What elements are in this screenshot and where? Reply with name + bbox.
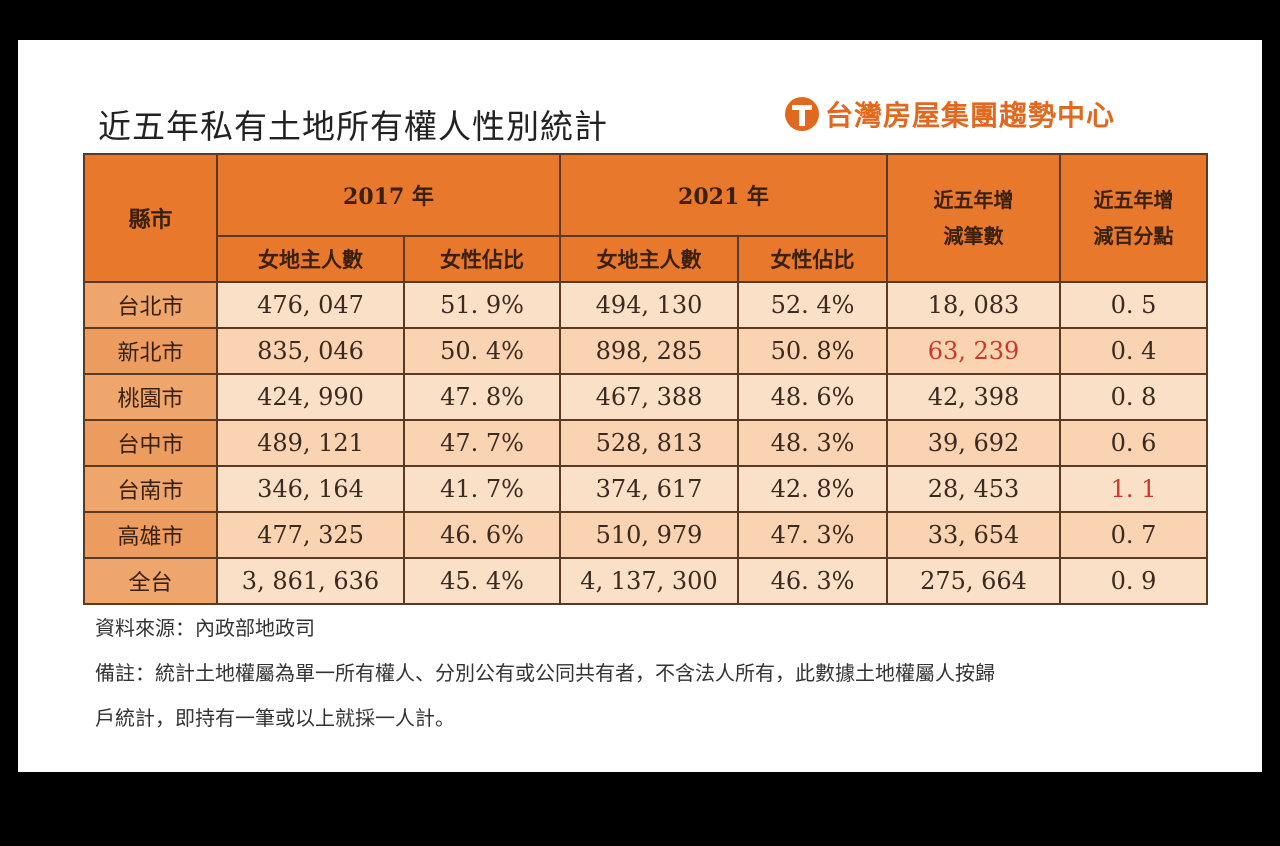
brand-logo-icon xyxy=(785,97,819,131)
subheader-ratio-2017: 女性佔比 xyxy=(403,235,561,283)
cell-count-2017: 835, 046 xyxy=(216,327,405,375)
header-change-count-line1: 近五年增 xyxy=(933,188,1014,212)
cell-ratio-2017: 45. 4% xyxy=(403,557,561,605)
subheader-ratio-2021: 女性佔比 xyxy=(737,235,888,283)
cell-change-count: 63, 239 xyxy=(886,327,1061,375)
cell-ratio-2021: 50. 8% xyxy=(737,327,888,375)
source-note: 資料來源：內政部地政司 xyxy=(95,616,315,640)
page-title: 近五年私有土地所有權人性別統計 xyxy=(98,107,608,146)
cell-ratio-2017: 41. 7% xyxy=(403,465,561,513)
header-year-2017: 2017 年 xyxy=(216,153,561,237)
cell-change-count: 33, 654 xyxy=(886,511,1061,559)
brand-logo-text: 台灣房屋集團趨勢中心 xyxy=(825,99,1116,132)
table-row: 高雄市 477, 325 46. 6% 510, 979 47. 3% 33, … xyxy=(83,511,1208,559)
row-city: 台北市 xyxy=(83,281,218,329)
cell-count-2021: 4, 137, 300 xyxy=(559,557,739,605)
cell-ratio-2021: 48. 3% xyxy=(737,419,888,467)
cell-change-pct: 1. 1 xyxy=(1059,465,1208,513)
cell-change-count: 275, 664 xyxy=(886,557,1061,605)
brand-logo: 台灣房屋集團趨勢中心 xyxy=(785,94,1115,134)
cell-count-2021: 374, 617 xyxy=(559,465,739,513)
cell-count-2017: 477, 325 xyxy=(216,511,405,559)
row-city: 桃園市 xyxy=(83,373,218,421)
cell-ratio-2017: 50. 4% xyxy=(403,327,561,375)
cell-ratio-2021: 47. 3% xyxy=(737,511,888,559)
cell-count-2017: 476, 047 xyxy=(216,281,405,329)
cell-count-2021: 510, 979 xyxy=(559,511,739,559)
cell-ratio-2017: 47. 7% xyxy=(403,419,561,467)
cell-count-2021: 898, 285 xyxy=(559,327,739,375)
cell-change-pct: 0. 4 xyxy=(1059,327,1208,375)
cell-change-pct: 0. 8 xyxy=(1059,373,1208,421)
header-change-count-line2: 減筆數 xyxy=(943,224,1004,248)
cell-count-2021: 494, 130 xyxy=(559,281,739,329)
cell-ratio-2017: 47. 8% xyxy=(403,373,561,421)
cell-ratio-2021: 48. 6% xyxy=(737,373,888,421)
cell-change-pct: 0. 9 xyxy=(1059,557,1208,605)
cell-change-pct: 0. 7 xyxy=(1059,511,1208,559)
cell-change-pct: 0. 5 xyxy=(1059,281,1208,329)
cell-count-2017: 346, 164 xyxy=(216,465,405,513)
remark-line-1: 備註：統計土地權屬為單一所有權人、分別公有或公同共有者，不含法人所有，此數據土地… xyxy=(95,661,995,685)
header-year-2021: 2021 年 xyxy=(559,153,888,237)
header-change-count: 近五年增 減筆數 xyxy=(886,153,1061,283)
table-row: 新北市 835, 046 50. 4% 898, 285 50. 8% 63, … xyxy=(83,327,1208,375)
cell-change-count: 18, 083 xyxy=(886,281,1061,329)
cell-count-2021: 528, 813 xyxy=(559,419,739,467)
header-change-pct: 近五年增 減百分點 xyxy=(1059,153,1208,283)
cell-count-2017: 3, 861, 636 xyxy=(216,557,405,605)
table-row: 台中市 489, 121 47. 7% 528, 813 48. 3% 39, … xyxy=(83,419,1208,467)
row-city: 全台 xyxy=(83,557,218,605)
row-city: 台中市 xyxy=(83,419,218,467)
cell-count-2017: 489, 121 xyxy=(216,419,405,467)
header-change-pct-line2: 減百分點 xyxy=(1093,224,1174,248)
remark-line-2: 戶統計，即持有一筆或以上就採一人計。 xyxy=(95,706,455,730)
header-city: 縣市 xyxy=(83,153,218,283)
table-row-total: 全台 3, 861, 636 45. 4% 4, 137, 300 46. 3%… xyxy=(83,557,1208,605)
table-row: 台南市 346, 164 41. 7% 374, 617 42. 8% 28, … xyxy=(83,465,1208,513)
row-city: 台南市 xyxy=(83,465,218,513)
cell-change-count: 28, 453 xyxy=(886,465,1061,513)
cell-change-count: 39, 692 xyxy=(886,419,1061,467)
row-city: 高雄市 xyxy=(83,511,218,559)
cell-ratio-2021: 42. 8% xyxy=(737,465,888,513)
table-row: 桃園市 424, 990 47. 8% 467, 388 48. 6% 42, … xyxy=(83,373,1208,421)
table-row: 台北市 476, 047 51. 9% 494, 130 52. 4% 18, … xyxy=(83,281,1208,329)
subheader-count-2021: 女地主人數 xyxy=(559,235,739,283)
cell-ratio-2021: 52. 4% xyxy=(737,281,888,329)
cell-ratio-2021: 46. 3% xyxy=(737,557,888,605)
cell-ratio-2017: 51. 9% xyxy=(403,281,561,329)
header-change-pct-line1: 近五年增 xyxy=(1093,188,1174,212)
cell-count-2021: 467, 388 xyxy=(559,373,739,421)
cell-count-2017: 424, 990 xyxy=(216,373,405,421)
cell-change-count: 42, 398 xyxy=(886,373,1061,421)
subheader-count-2017: 女地主人數 xyxy=(216,235,405,283)
row-city: 新北市 xyxy=(83,327,218,375)
cell-change-pct: 0. 6 xyxy=(1059,419,1208,467)
cell-ratio-2017: 46. 6% xyxy=(403,511,561,559)
statistics-table: 縣市 2017 年 2021 年 近五年增 減筆數 近五年增 減百分點 女地主人… xyxy=(83,153,1208,605)
